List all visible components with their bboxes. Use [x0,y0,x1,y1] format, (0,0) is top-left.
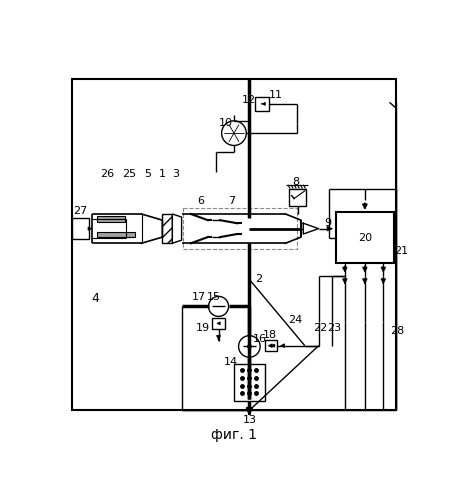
Text: 12: 12 [242,95,256,105]
Text: 16: 16 [253,334,267,344]
Circle shape [239,336,260,357]
Text: 21: 21 [394,246,408,256]
Circle shape [208,296,229,316]
Bar [255,97,268,111]
Text: 15: 15 [207,292,221,302]
Text: 23: 23 [327,323,341,333]
Text: 10: 10 [219,118,233,128]
Text: 25: 25 [122,169,136,179]
Text: 24: 24 [289,316,303,326]
Circle shape [222,121,246,146]
Bar [289,188,306,206]
Text: 26: 26 [100,169,114,179]
Text: 17: 17 [191,292,206,302]
Text: 6: 6 [197,196,204,206]
Text: 9: 9 [324,218,332,228]
Bar [213,318,225,328]
Bar [97,216,125,222]
Text: 22: 22 [313,323,327,333]
Text: 20: 20 [358,233,372,243]
Text: 7: 7 [228,196,235,206]
Bar [72,218,89,240]
Text: фиг. 1: фиг. 1 [211,428,257,442]
Text: 1: 1 [159,169,166,179]
Bar [336,212,394,264]
Text: 5: 5 [144,169,151,179]
Text: 11: 11 [268,90,283,100]
Text: 8: 8 [292,176,299,186]
Bar [183,208,297,250]
Bar [234,364,265,401]
Text: 14: 14 [224,357,238,367]
Text: 4: 4 [92,292,99,305]
Text: 19: 19 [196,323,210,333]
Text: 27: 27 [74,206,88,216]
Bar [97,232,136,237]
Text: 18: 18 [263,330,277,340]
Polygon shape [303,223,319,234]
Bar [162,214,172,244]
Bar [265,340,277,351]
Text: 3: 3 [172,169,179,179]
Text: 13: 13 [242,416,256,426]
Polygon shape [172,214,181,244]
Text: 28: 28 [390,326,404,336]
Text: 2: 2 [255,274,262,284]
Bar [72,79,396,410]
